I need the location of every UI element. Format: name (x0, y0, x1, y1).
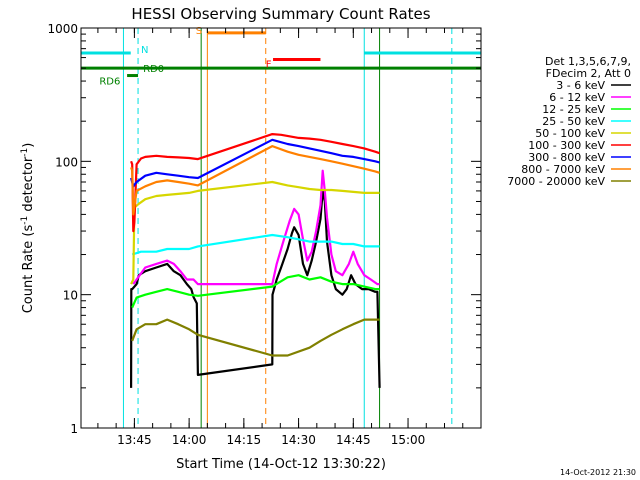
legend-entry-label: 7000 - 20000 keV (507, 175, 605, 188)
y-axis-label-sup: -1 (20, 148, 30, 157)
legend-header: Det 1,3,5,6,7,9, (545, 55, 631, 68)
axes: 1 10 100 1000 13:45 14:00 14:15 14:30 14:45 15:00 (47, 22, 481, 447)
legend-entry-label: 800 - 7000 keV (521, 163, 605, 176)
flag-label: RD6 (99, 77, 120, 88)
chart-title: HESSI Observing Summary Count Rates (131, 5, 430, 23)
y-tick-label: 10 (63, 289, 78, 303)
legend-header: FDecim 2, Att 0 (546, 67, 631, 80)
timestamp: 14-Oct-2012 21:30 (560, 468, 636, 477)
legend-entry-label: 300 - 800 keV (528, 151, 605, 164)
legend: Det 1,3,5,6,7,9,FDecim 2, Att 03 - 6 keV… (507, 55, 631, 188)
x-tick-label: 14:00 (172, 433, 207, 447)
legend-entry-label: 100 - 300 keV (528, 139, 605, 152)
y-axis-label-sup: -1 (20, 216, 30, 225)
y-tick-label: 1 (70, 422, 78, 436)
legend-entry-label: 3 - 6 keV (556, 79, 605, 92)
series-line (130, 189, 381, 388)
legend-entry-label: 50 - 100 keV (535, 127, 605, 140)
y-tick-label: 100 (55, 155, 78, 169)
series-line (131, 318, 380, 357)
legend-entry-label: 12 - 25 keV (542, 103, 605, 116)
plot-area: N S F RD0 RD6 (81, 26, 481, 428)
legend-entry-label: 25 - 50 keV (542, 115, 605, 128)
x-tick-label: 14:45 (336, 433, 371, 447)
x-tick-label: 13:45 (117, 433, 152, 447)
x-tick-label: 14:30 (281, 433, 316, 447)
x-tick-label: 15:00 (391, 433, 426, 447)
series-line (132, 169, 380, 286)
flag-label: RD0 (143, 64, 164, 75)
series-line (131, 274, 380, 309)
y-axis-label: Count Rate (s-1 detector-1) (20, 143, 36, 314)
flag-label: S (196, 26, 202, 37)
y-axis-label-part: ) (21, 143, 36, 148)
flag-label: N (141, 45, 148, 56)
series-line (130, 180, 380, 285)
flag-label: F (266, 60, 272, 71)
legend-entry-label: 6 - 12 keV (549, 91, 605, 104)
series-line (131, 233, 380, 256)
x-tick-label: 14:15 (227, 433, 262, 447)
x-axis-label: Start Time (14-Oct-12 13:30:22) (176, 457, 386, 472)
plot-frame (80, 27, 482, 429)
series-line (130, 145, 380, 216)
y-tick-label: 1000 (47, 22, 78, 36)
y-axis-label-part: detector (21, 156, 36, 216)
series-line (130, 138, 380, 188)
y-axis-label-part: Count Rate (s (21, 225, 36, 314)
